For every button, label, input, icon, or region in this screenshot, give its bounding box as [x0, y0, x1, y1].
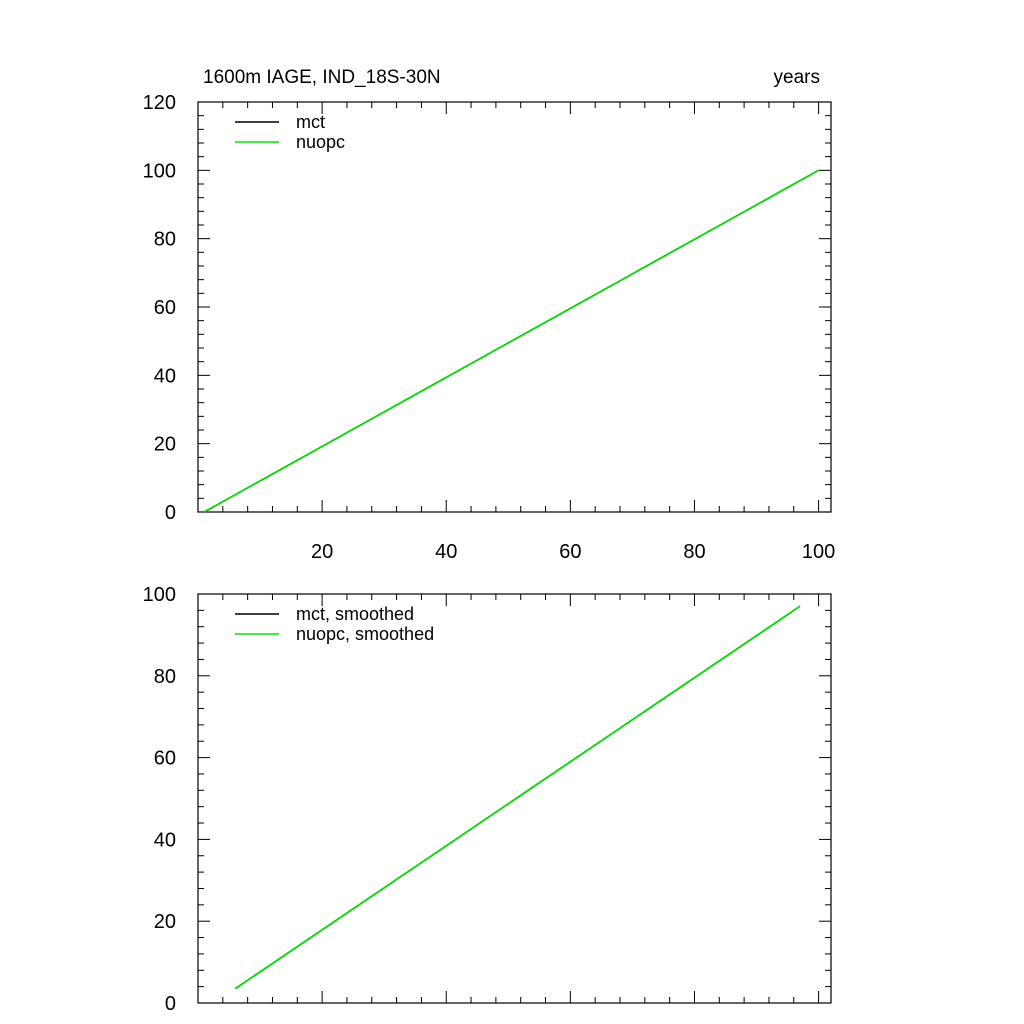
y-tick-label: 20	[154, 911, 176, 933]
chart-units: years	[774, 67, 820, 88]
y-tick-label: 80	[154, 229, 176, 251]
legend-label-mct: mct	[296, 112, 325, 132]
x-tick-label: 40	[435, 541, 457, 563]
plot-frame	[197, 101, 832, 513]
series-line-nuopc	[203, 169, 819, 513]
legend-label-nuopc: nuopc, smoothed	[296, 624, 434, 644]
x-tick-label: 60	[559, 541, 581, 563]
y-tick-label: 60	[154, 748, 176, 770]
y-tick-label: 0	[165, 993, 176, 1015]
series-line-nuopc	[234, 605, 801, 990]
chart-title: 1600m IAGE, IND_18S-30N	[203, 67, 441, 88]
y-tick-label: 40	[154, 829, 176, 851]
y-tick-label: 40	[154, 365, 176, 387]
y-tick-label: 20	[154, 434, 176, 456]
legend-label-mct: mct, smoothed	[296, 604, 414, 624]
x-tick-label: 100	[802, 541, 835, 563]
y-tick-label: 120	[143, 92, 176, 114]
y-tick-label: 0	[165, 502, 176, 524]
legend-label-nuopc: nuopc	[296, 132, 345, 152]
y-tick-label: 100	[143, 160, 176, 182]
y-tick-label: 80	[154, 666, 176, 688]
plot-frame	[197, 593, 832, 1004]
x-tick-label: 80	[683, 541, 705, 563]
y-tick-label: 60	[154, 297, 176, 319]
y-tick-label: 100	[143, 584, 176, 606]
x-tick-label: 20	[311, 541, 333, 563]
